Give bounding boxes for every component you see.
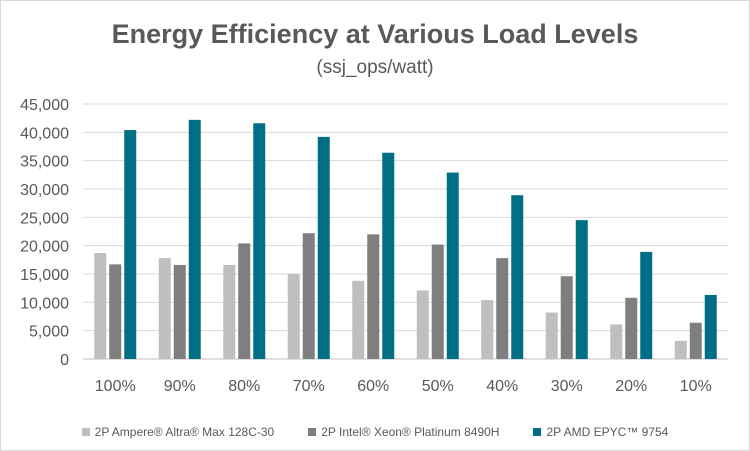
chart-title: Energy Efficiency at Various Load Levels: [111, 19, 639, 49]
y-tick-label: 10,000: [20, 295, 69, 312]
legend-swatch: [533, 428, 542, 436]
x-tick-label: 70%: [293, 378, 325, 395]
bar: [188, 119, 201, 359]
y-tick-label: 25,000: [20, 210, 69, 227]
bar: [382, 152, 395, 359]
y-tick-label: 35,000: [20, 154, 69, 171]
x-tick-label: 50%: [422, 378, 454, 395]
x-tick-label: 30%: [551, 378, 583, 395]
bar-chart-plot: 0 5,000 10,000 15,000 20,000 25,000 30,000 35,0…: [20, 97, 728, 395]
legend-item: 2P Ampere® Altra® Max 128C-30: [81, 425, 275, 439]
bar: [640, 251, 653, 359]
y-tick-label: 30,000: [20, 182, 69, 199]
y-tick-label: 40,000: [20, 125, 69, 142]
x-tick-label: 90%: [164, 378, 196, 395]
bar: [302, 233, 315, 359]
bar: [704, 294, 717, 359]
y-tick-label: 15,000: [20, 267, 69, 284]
legend-swatch: [308, 428, 317, 436]
bar: [317, 136, 330, 359]
x-tick-label: 10%: [680, 378, 712, 395]
bar: [625, 297, 638, 359]
y-tick-label: 45,000: [20, 97, 69, 114]
x-tick-label: 100%: [95, 378, 136, 395]
bar: [94, 253, 107, 359]
bar: [511, 195, 524, 359]
bar: [575, 220, 588, 359]
bar: [689, 322, 702, 359]
bar: [610, 324, 623, 359]
y-tick-label: 0: [60, 352, 69, 369]
bar: [158, 258, 171, 359]
bar: [545, 312, 558, 359]
y-tick-label: 5,000: [29, 324, 69, 341]
x-tick-label: 20%: [615, 378, 647, 395]
x-tick-label: 80%: [228, 378, 260, 395]
legend-label: 2P AMD EPYC™ 9754: [546, 425, 669, 439]
bar: [223, 264, 236, 359]
bar: [416, 290, 429, 359]
legend: 2P Ampere® Altra® Max 128C-30 2P Intel® X…: [1, 425, 749, 439]
bar: [173, 264, 186, 359]
legend-item: 2P AMD EPYC™ 9754: [533, 425, 668, 439]
bar: [238, 243, 251, 359]
chart-subtitle: (ssj_ops/watt): [316, 57, 434, 78]
bar: [446, 172, 459, 359]
x-tick-label: 60%: [357, 378, 389, 395]
x-tick-label: 40%: [486, 378, 518, 395]
bar: [496, 258, 509, 359]
legend-label: 2P Intel® Xeon® Platinum 8490H: [321, 425, 500, 439]
bar: [352, 280, 365, 359]
bar: [287, 274, 300, 359]
bar: [431, 244, 444, 359]
bar: [674, 340, 687, 359]
bar: [124, 130, 137, 359]
legend-swatch: [81, 428, 90, 436]
bar: [481, 300, 494, 359]
bar: [253, 123, 266, 360]
legend-label: 2P Ampere® Altra® Max 128C-30: [94, 425, 275, 439]
bar: [367, 234, 380, 359]
legend-item: 2P Intel® Xeon® Platinum 8490H: [308, 425, 499, 439]
bar: [560, 276, 573, 359]
bar: [109, 264, 122, 359]
y-tick-label: 20,000: [20, 239, 69, 256]
